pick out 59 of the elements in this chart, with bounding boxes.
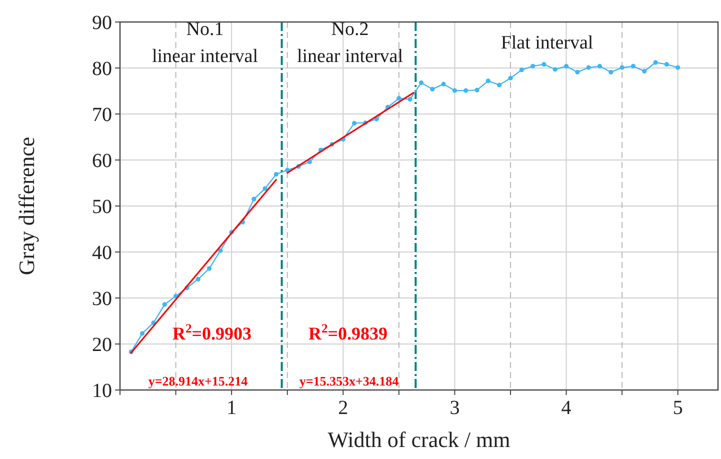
point [474, 88, 480, 92]
x-tick-label: 5 [672, 397, 683, 419]
point [162, 302, 167, 307]
x-tick-label: 1 [226, 397, 237, 419]
annotation: R$^{2}$=0.9839 [308, 321, 388, 344]
point [575, 70, 580, 74]
point [352, 120, 357, 126]
point [530, 64, 536, 68]
point [418, 80, 424, 86]
y-tick-label: 50 [92, 196, 112, 218]
y-tick-label: 60 [92, 150, 112, 172]
y-tick-label: 40 [92, 242, 112, 264]
point [564, 64, 569, 68]
y-axis-title: Gray difference [14, 136, 39, 276]
x-tick-label: 2 [338, 397, 348, 419]
point [597, 64, 602, 68]
annotation: y=15.353x+34.184 [299, 374, 400, 389]
point [252, 196, 256, 202]
y-tick-label: 90 [92, 12, 112, 34]
point [274, 172, 278, 177]
point [486, 78, 490, 84]
y-tick-label: 70 [92, 104, 112, 126]
y-tick-label: 10 [92, 380, 112, 402]
point [620, 65, 624, 70]
y-tick-label: 80 [92, 58, 112, 80]
point [586, 65, 591, 70]
point [608, 70, 614, 74]
point [676, 65, 680, 70]
point [508, 76, 513, 80]
point [441, 82, 446, 86]
point [630, 64, 636, 68]
x-tick-label: 4 [561, 397, 572, 419]
annotation: No.1 linear interval [152, 19, 258, 68]
point [542, 62, 546, 67]
point [664, 62, 669, 67]
point [262, 186, 268, 191]
annotation: y=28.914x+15.214 [148, 374, 248, 389]
point [396, 96, 402, 101]
point [196, 276, 200, 282]
point [140, 331, 145, 336]
y-tick-label: 20 [92, 334, 112, 356]
point [653, 60, 658, 65]
point [497, 82, 502, 88]
point [430, 86, 435, 92]
point [552, 67, 558, 72]
point [519, 68, 524, 72]
point [206, 266, 212, 271]
annotation: R$^{2}$=0.9903 [172, 321, 252, 344]
point [642, 68, 647, 74]
y-tick-label: 30 [92, 288, 112, 310]
point [452, 88, 457, 93]
point [307, 160, 312, 164]
point [408, 96, 412, 102]
x-axis-title: Width of crack / mm [328, 427, 510, 452]
point [218, 248, 223, 253]
annotation: Flat interval [500, 32, 594, 54]
annotation: No.2 linear interval [296, 19, 404, 68]
x-tick-label: 3 [450, 397, 460, 419]
point [464, 88, 468, 93]
